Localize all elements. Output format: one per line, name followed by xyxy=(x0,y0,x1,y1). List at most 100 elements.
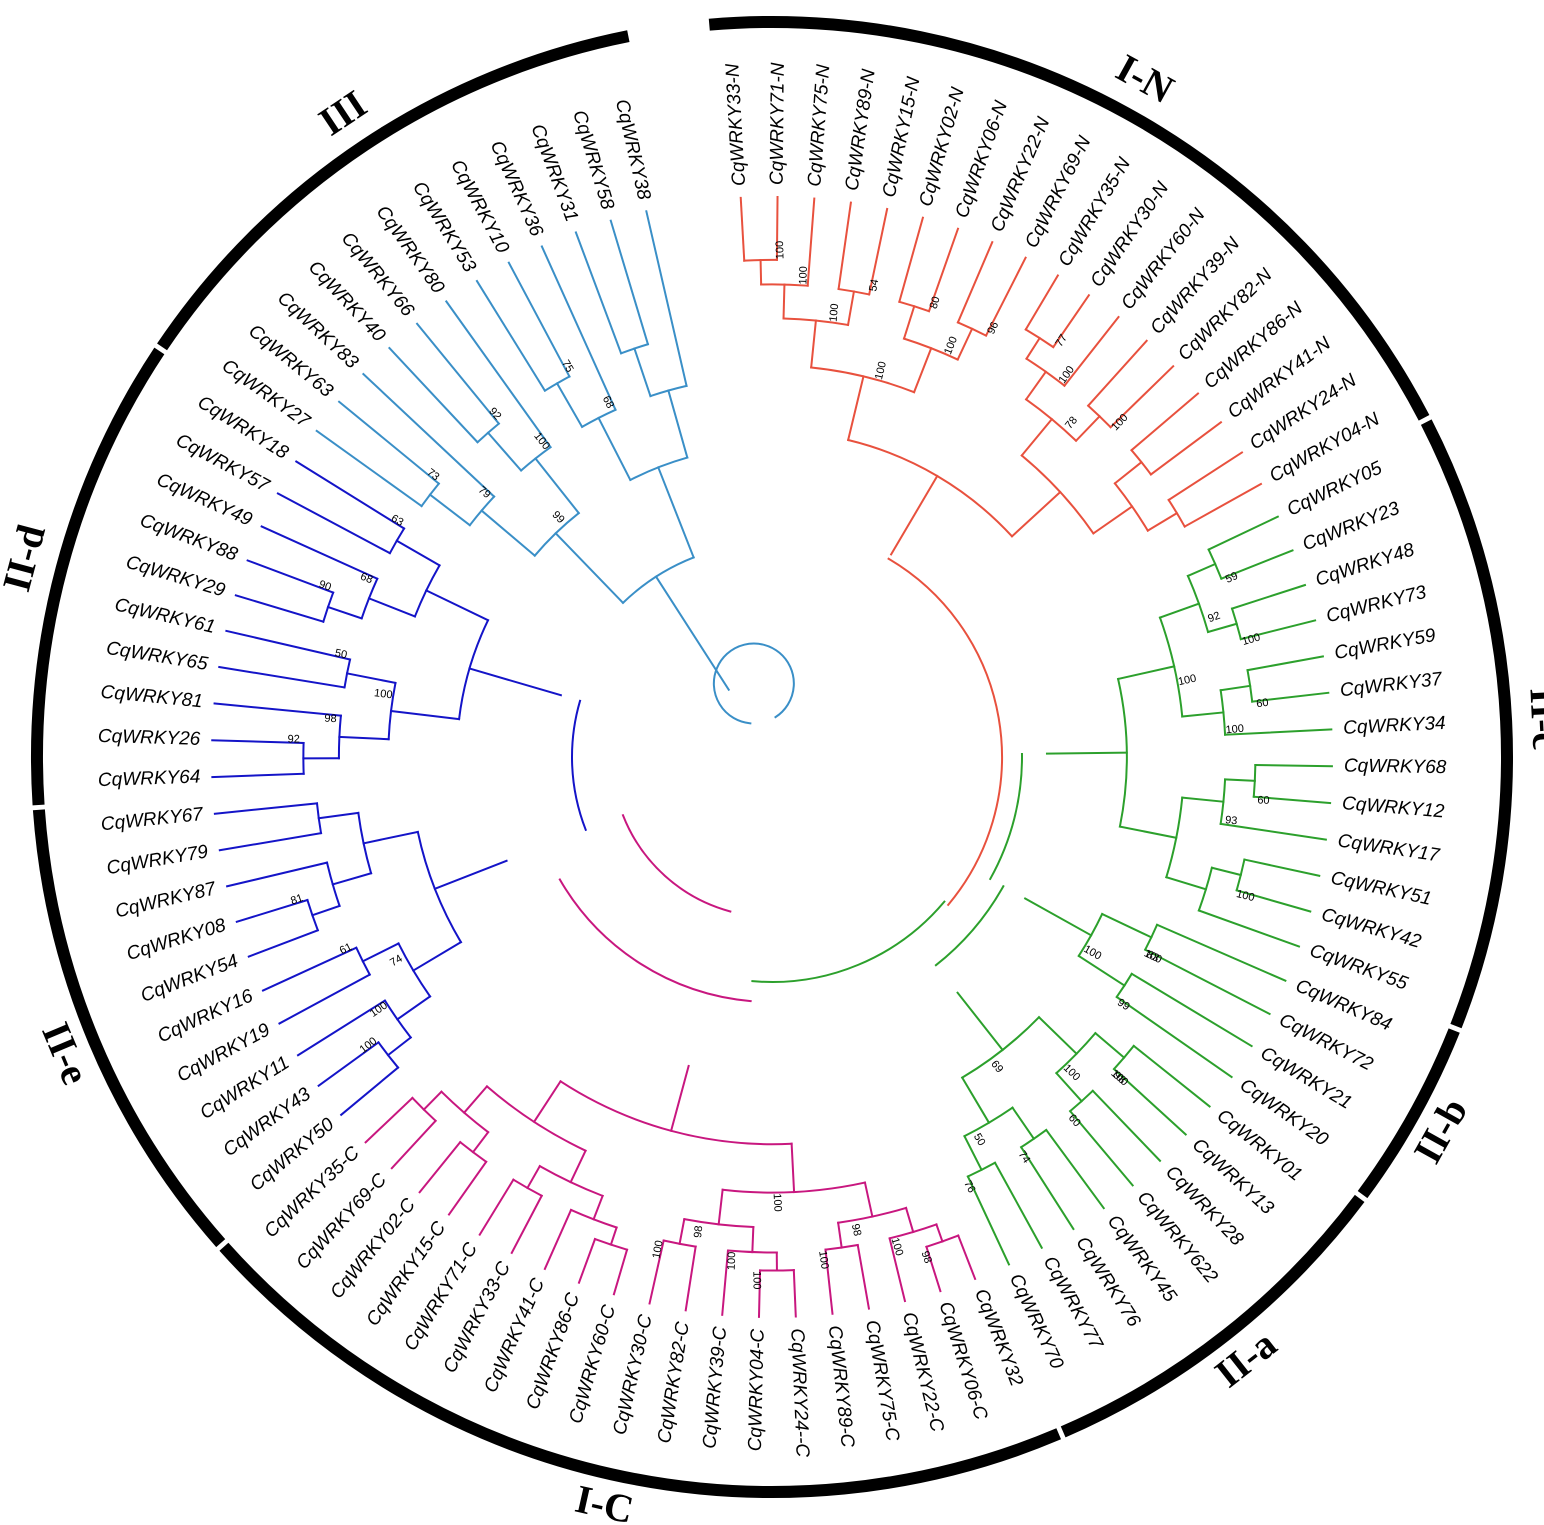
bootstrap-value: 79 xyxy=(476,484,493,501)
bootstrap-value: 78 xyxy=(1063,414,1080,431)
branch-ii-c xyxy=(1158,602,1201,619)
branch-i-c xyxy=(790,1142,796,1194)
branch-i-c xyxy=(751,1226,755,1254)
group-label-i-n: I-N xyxy=(1109,45,1181,112)
branch-i-n xyxy=(759,258,763,286)
bootstrap-value: 50 xyxy=(334,647,348,661)
branch-iii xyxy=(315,429,423,508)
branch-ii-e xyxy=(278,973,372,1025)
leaf-label-cqwrky89-n: CqWRKY89-N xyxy=(842,68,880,192)
branch-i-c xyxy=(792,1269,797,1318)
branch-ii-e xyxy=(386,1036,413,1057)
branch-i-c xyxy=(422,1090,443,1111)
bootstrap-value: 100 xyxy=(1177,672,1198,688)
branch-iii xyxy=(428,493,472,527)
bootstrap-value: 68 xyxy=(359,571,375,587)
branch-ii-c xyxy=(1181,711,1225,718)
branch-ii-a xyxy=(963,1134,983,1172)
group-label-ii-d: II-d xyxy=(0,520,54,596)
branch-i-n xyxy=(984,256,1027,337)
leaf-label-cqwrky82-c: CqWRKY82-C xyxy=(654,1320,694,1445)
bootstrap-value: 100 xyxy=(1108,1067,1130,1088)
branch-i-n xyxy=(867,207,889,296)
bootstrap-value: 90 xyxy=(317,578,332,593)
branch-i-c xyxy=(888,1237,907,1303)
branch-ii-c xyxy=(1224,728,1333,736)
branch-ii-d xyxy=(294,460,406,530)
branch-i-n xyxy=(898,216,925,304)
branch-i-c xyxy=(863,1181,874,1218)
branch-i-n xyxy=(956,240,994,324)
branch-ii-a xyxy=(960,1076,991,1125)
bootstrap-value: 92 xyxy=(1206,610,1222,625)
branch-ii-e xyxy=(395,995,432,1021)
branch-i-c xyxy=(678,1218,686,1245)
branch-iii xyxy=(656,466,695,559)
bootstrap-value: 81 xyxy=(289,892,304,907)
branch-i-c xyxy=(418,1140,462,1194)
branch-i-c xyxy=(478,1178,515,1237)
branch-ii-e xyxy=(218,831,323,852)
leaf-label-cqwrky12: CqWRKY12 xyxy=(1341,793,1445,822)
branch-ii-e xyxy=(311,904,341,917)
bootstrap-value: 92 xyxy=(288,733,300,745)
branch-i-c xyxy=(364,1096,414,1144)
branch-ii-c xyxy=(1220,549,1294,580)
branch-i-c xyxy=(592,1194,604,1221)
branch-ii-a xyxy=(1132,1044,1212,1108)
branch-i-c xyxy=(526,1164,542,1190)
branch-ii-c xyxy=(1197,909,1301,948)
branch-i-c xyxy=(721,1249,730,1316)
leaf-label-cqwrky65: CqWRKY65 xyxy=(105,638,210,675)
bootstrap-value: 73 xyxy=(424,466,441,483)
group-bars xyxy=(31,16,1513,1498)
bootstrap-value: 100 xyxy=(942,335,960,356)
branch-i-n xyxy=(956,327,974,361)
branch-ii-c xyxy=(1219,684,1252,692)
branch-ii-e xyxy=(261,946,358,992)
group-bar-ii-b xyxy=(1357,1028,1460,1199)
branch-i-c xyxy=(956,1234,977,1281)
branch-i-c xyxy=(824,1248,834,1315)
bootstrap-value: 100 xyxy=(816,1250,830,1270)
group-label-ii-a: II-a xyxy=(1206,1321,1284,1396)
branch-iii xyxy=(361,372,496,498)
branch-i-c xyxy=(837,1221,843,1249)
bootstrap-value: 100 xyxy=(1235,888,1256,904)
branch-ii-c xyxy=(1045,751,1128,755)
bootstrap-value: 100 xyxy=(373,687,393,701)
branch-ii-a xyxy=(1019,1145,1075,1231)
leaf-label-cqwrky79: CqWRKY79 xyxy=(105,841,210,879)
branch-i-n xyxy=(889,474,939,556)
branch-ii-c xyxy=(1239,619,1317,641)
branch-ii-a xyxy=(1044,1128,1106,1210)
branch-iii xyxy=(597,416,632,482)
branch-ii-d xyxy=(468,667,563,697)
branch-ii-e xyxy=(339,1066,400,1117)
branch-ii-a xyxy=(966,1175,1011,1266)
branch-iii xyxy=(645,210,688,388)
bootstrap-value: 54 xyxy=(867,278,881,292)
leaf-label-cqwrky39-c: CqWRKY39-C xyxy=(699,1325,731,1449)
leaf-label-cqwrky26: CqWRKY26 xyxy=(98,726,201,750)
leaf-label-cqwrky30-c: CqWRKY30-C xyxy=(609,1312,656,1436)
branch-i-n xyxy=(837,201,853,291)
bootstrap-value: 60 xyxy=(1066,1112,1083,1129)
branch-i-c xyxy=(925,1245,942,1293)
branch-i-n xyxy=(902,304,916,340)
branch-ii-e xyxy=(317,1040,380,1088)
bootstrap-value: 76 xyxy=(961,1179,977,1195)
branch-ii-d xyxy=(213,702,342,717)
branch-ii-d xyxy=(389,709,461,721)
branch-i-c xyxy=(532,1079,562,1124)
branch-ii-c xyxy=(1118,825,1178,839)
branch-i-c xyxy=(935,1223,944,1243)
branch-ii-a xyxy=(993,1161,1044,1250)
leaf-label-cqwrky29: CqWRKY29 xyxy=(123,552,228,602)
branch-i-n xyxy=(775,196,779,261)
branch-ii-d xyxy=(395,539,441,567)
branch-i-c xyxy=(510,1194,544,1255)
branch-ii-a xyxy=(1093,1031,1126,1060)
bootstrap-value: 100 xyxy=(1241,631,1262,648)
branch-iii xyxy=(507,261,571,378)
